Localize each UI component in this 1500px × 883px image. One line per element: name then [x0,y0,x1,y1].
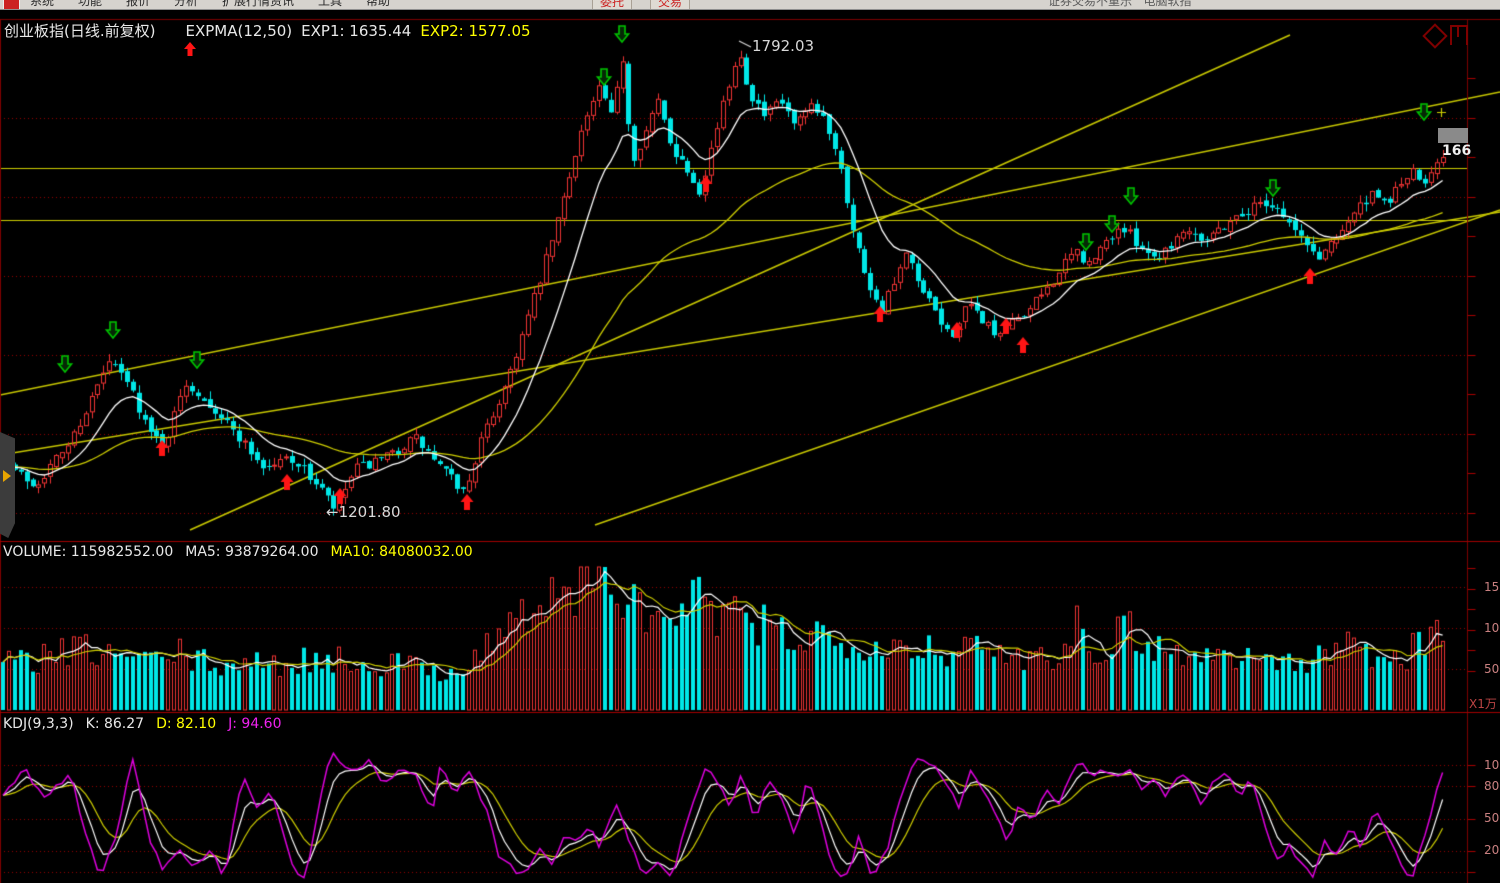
kdj-k-value: K: 86.27 [85,716,145,732]
kdj-d-value: D: 82.10 [156,716,217,732]
low-price-annotation: ←1201.80 [326,503,401,521]
menu-item[interactable]: 报价 [126,0,151,8]
up-arrow-icon [164,24,196,56]
last-price-tag[interactable] [1438,128,1468,143]
symbol-title: 创业板指(日线.前复权) [4,22,156,40]
menu-item[interactable]: 分析 [174,0,199,8]
menu-item[interactable]: 功能 [78,0,103,8]
menu-item[interactable]: 资讯 [270,0,295,8]
kdj-axis-label: 20 [1484,843,1500,857]
last-price-label: 166 [1442,143,1472,159]
volume-header: VOLUME: 115982552.00 MA5: 93879264.00 MA… [3,544,473,560]
main-chart-header: 创业板指(日线.前复权) EXPMA(12,50) EXP1: 1635.44 … [4,20,531,56]
volume-ma10-value: MA10: 84080032.00 [330,544,473,560]
app-icon[interactable] [3,0,20,9]
volume-value: VOLUME: 115982552.00 [3,544,174,560]
volume-axis-label: 15000 [1484,580,1500,594]
menu-bar: 系统 功能 报价 分析 扩展行情 资讯 工具 帮助 委托 交易 证券交易不重乐 电脑软指 [0,0,1500,10]
menu-item-boxed[interactable]: 交易 [650,0,691,9]
split-window-icon[interactable] [1450,25,1468,45]
panel-corner-icons [1422,23,1468,49]
side-panel-expander[interactable] [0,432,15,538]
volume-unit-label: X1万 [1469,697,1497,711]
volume-ma5-value: MA5: 93879264.00 [185,544,319,560]
expand-arrow-icon [3,470,11,482]
volume-axis-label: 10000 [1484,621,1500,635]
kdj-axis-label: 100 [1484,758,1500,772]
menubar-right-text: 证券交易不重乐 电脑软指 [1048,0,1192,8]
diamond-icon[interactable] [1422,23,1448,49]
menu-item-boxed[interactable]: 委托 [592,0,633,9]
high-price-annotation: 1792.03 [752,37,815,55]
kdj-j-value: J: 94.60 [228,716,282,732]
menu-item[interactable]: 工具 [318,0,343,8]
menu-item[interactable]: 系统 [30,0,55,8]
kdj-axis-label: 80 [1484,779,1500,793]
exp1-value: EXP1: 1635.44 [301,21,412,40]
indicator-label: EXPMA(12,50) [185,21,293,40]
menu-item[interactable]: 帮助 [366,0,391,8]
exp2-value: EXP2: 1577.05 [420,21,531,40]
volume-axis-label: 5000 [1484,662,1500,676]
kdj-indicator-label: KDJ(9,3,3) [3,716,74,732]
menu-item[interactable]: 扩展行情 [222,0,271,8]
kdj-axis-label: 50 [1484,811,1500,825]
menu-boxed-items: 委托 交易 [592,0,691,9]
kdj-header: KDJ(9,3,3) K: 86.27 D: 82.10 J: 94.60 [3,716,281,732]
menu-items: 系统 功能 报价 分析 扩展行情 资讯 工具 帮助 [30,0,414,8]
